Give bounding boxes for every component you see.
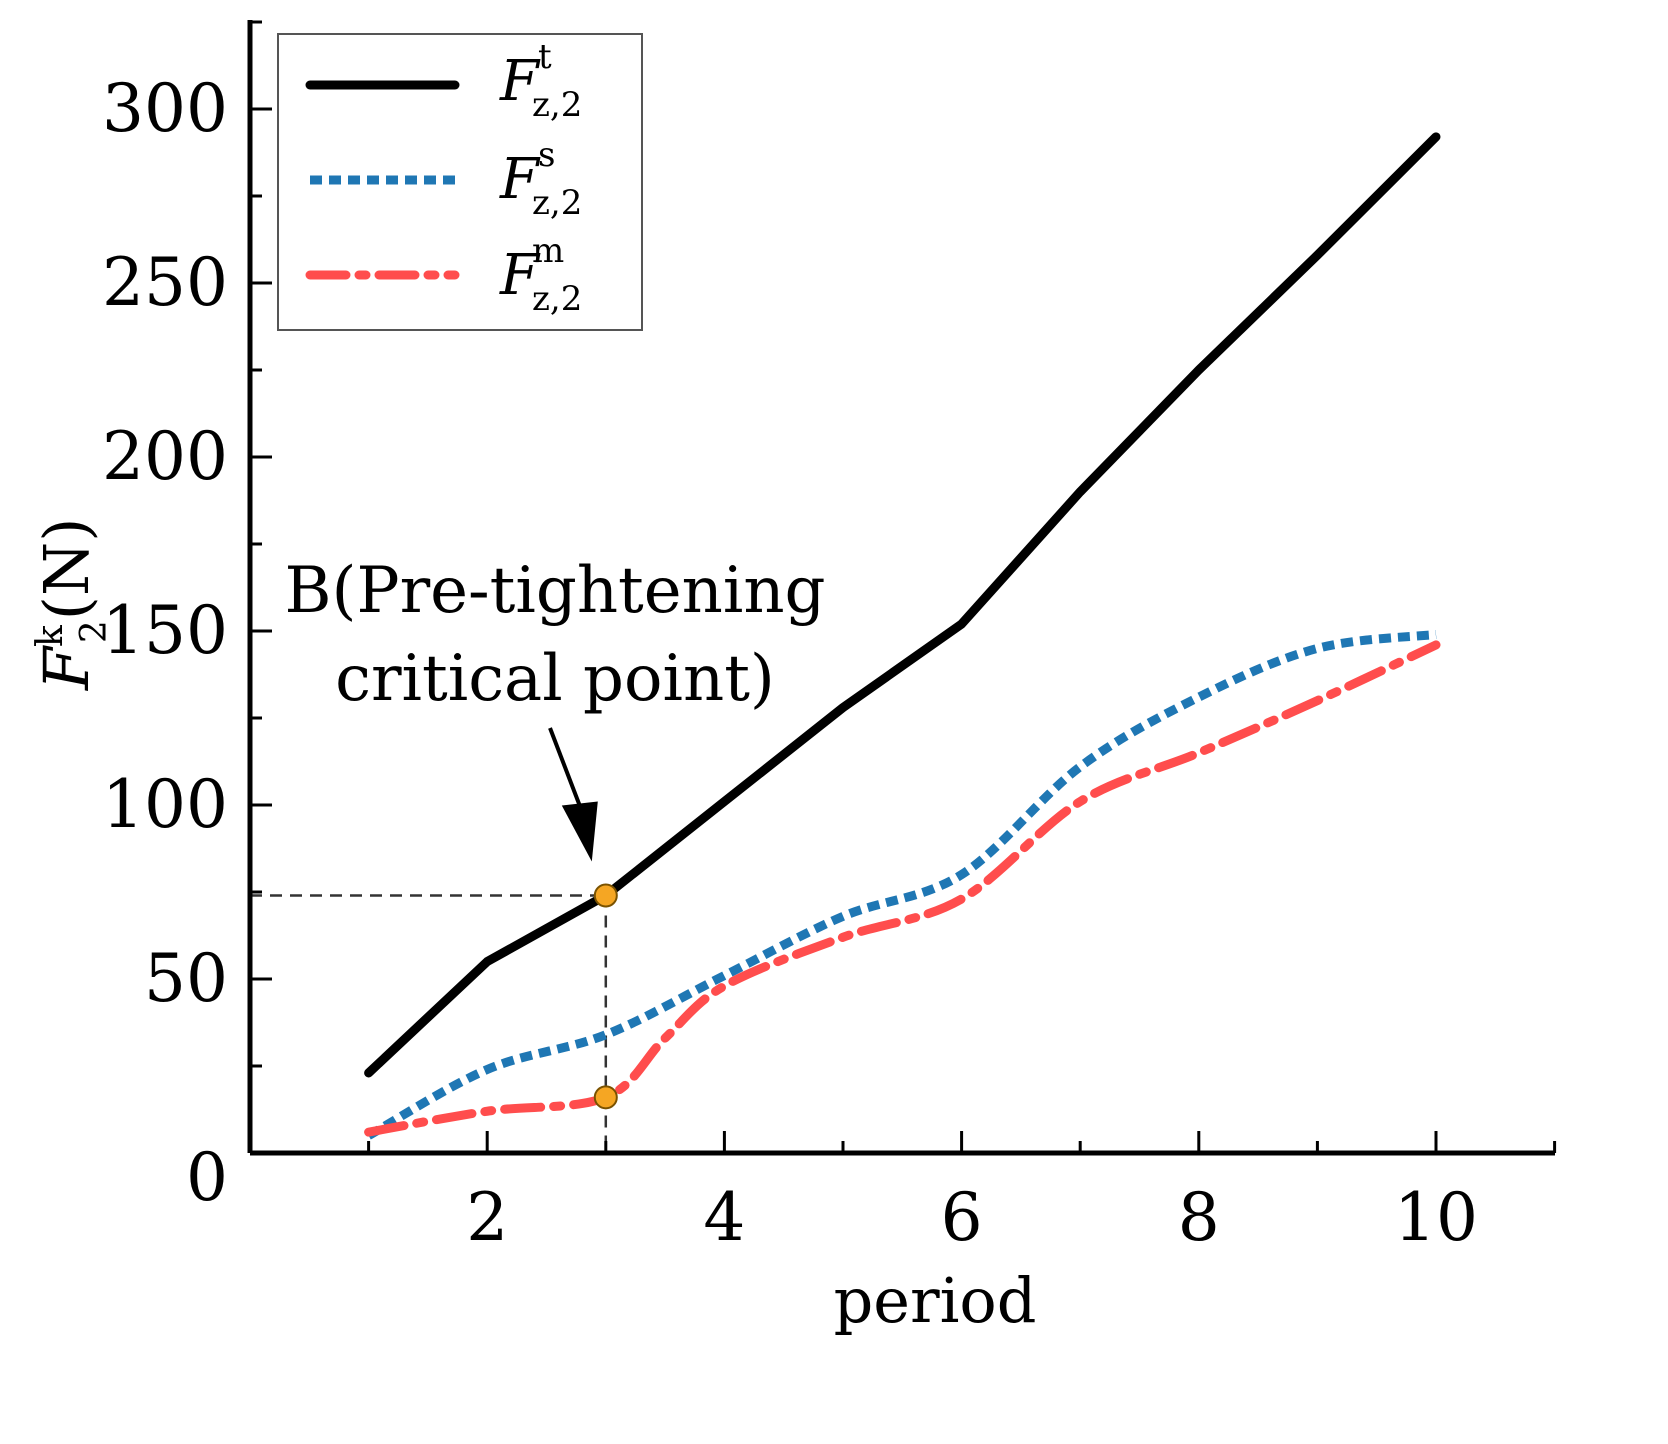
legend-label-t-sup: t [538, 37, 552, 77]
series-point-s [487, 1069, 488, 1070]
series-point-s [1317, 648, 1318, 649]
marker-layer [593, 883, 618, 1110]
series-point-t [1317, 255, 1318, 256]
series-point-s [1080, 766, 1081, 767]
series-point-m [724, 985, 725, 986]
legend-label-t-sub: z,2 [532, 85, 582, 125]
series-point-s [1436, 634, 1437, 635]
y-axis-title-superscript: k [30, 624, 71, 647]
series-line-s [366, 630, 1437, 1140]
series-point-t [961, 624, 962, 625]
legend-label-t-symbol: F [499, 49, 541, 114]
series-point-s [724, 975, 725, 976]
legend-entry-t: F t z,2 [499, 37, 582, 125]
y-tick-label: 150 [102, 592, 228, 669]
y-tick-label: 200 [102, 418, 228, 495]
legend: F t z,2 F s z,2 F m z,2 [277, 33, 643, 331]
series-point-s [843, 916, 844, 917]
annotation-arrow-head [561, 801, 598, 862]
series-point-t [1436, 136, 1437, 137]
y-axis-title: Fk2(N) [30, 518, 115, 691]
series-point-t [1080, 491, 1081, 492]
y-tick-label: 100 [102, 766, 228, 843]
series-point-t [1198, 370, 1199, 371]
legend-entry-m: F m z,2 [499, 231, 582, 319]
x-tick-label: 4 [703, 1179, 745, 1256]
y-axis-title-unit: (N) [30, 518, 103, 621]
legend-label-m-symbol: F [499, 243, 541, 308]
y-tick-label: 50 [144, 940, 228, 1017]
critical-point-marker [593, 883, 618, 908]
series-point-s [961, 874, 962, 875]
y-tick-label: 300 [102, 70, 228, 147]
series-layer [364, 132, 1441, 1140]
x-tick-label: 2 [466, 1179, 508, 1256]
y-axis-title-text: Fk2(N) [30, 518, 115, 691]
y-axis-title-subscript: 2 [74, 620, 115, 643]
series-point-m [1080, 801, 1081, 802]
axes [247, 20, 1555, 1156]
x-tick-label: 10 [1394, 1179, 1478, 1256]
legend-label-m-sup: m [532, 231, 564, 271]
series-point-m [487, 1111, 488, 1112]
series-point-t [487, 961, 488, 962]
legend-label-s-sub: z,2 [532, 183, 582, 223]
y-axis-title-symbol: F [30, 645, 103, 691]
series-point-m [665, 1038, 666, 1039]
legend-label-s-symbol: F [499, 147, 541, 212]
series-point-s [1198, 697, 1199, 698]
series-point-m [1436, 644, 1437, 645]
critical-point-marker [593, 1085, 618, 1110]
series-point-m [1317, 700, 1318, 701]
series-point-m [961, 898, 962, 899]
legend-entry-s: F s z,2 [499, 135, 582, 223]
reference-lines [250, 894, 608, 1153]
x-axis-title: period [834, 1264, 1037, 1337]
x-tick-label: 6 [941, 1179, 983, 1256]
annotation-critical-point: B(Pre-tightening critical point) [285, 554, 826, 862]
series-point-m [1198, 752, 1199, 753]
legend-label-m-sub: z,2 [532, 279, 582, 319]
y-tick-label: 0 [186, 1139, 228, 1216]
series-point-t [724, 801, 725, 802]
series-point-t [368, 1072, 369, 1073]
legend-label-s-sup: s [538, 135, 555, 175]
series-line-t [364, 132, 1441, 1078]
series-point-m [368, 1132, 369, 1133]
annotation-line-2: critical point) [335, 642, 775, 716]
annotation-line-1: B(Pre-tightening [285, 554, 826, 628]
series-line-m [364, 640, 1441, 1137]
series-point-t [843, 707, 844, 708]
x-tick-label: 8 [1178, 1179, 1220, 1256]
series-point-s [605, 1034, 606, 1035]
series-point-m [843, 937, 844, 938]
y-tick-label: 250 [102, 244, 228, 321]
